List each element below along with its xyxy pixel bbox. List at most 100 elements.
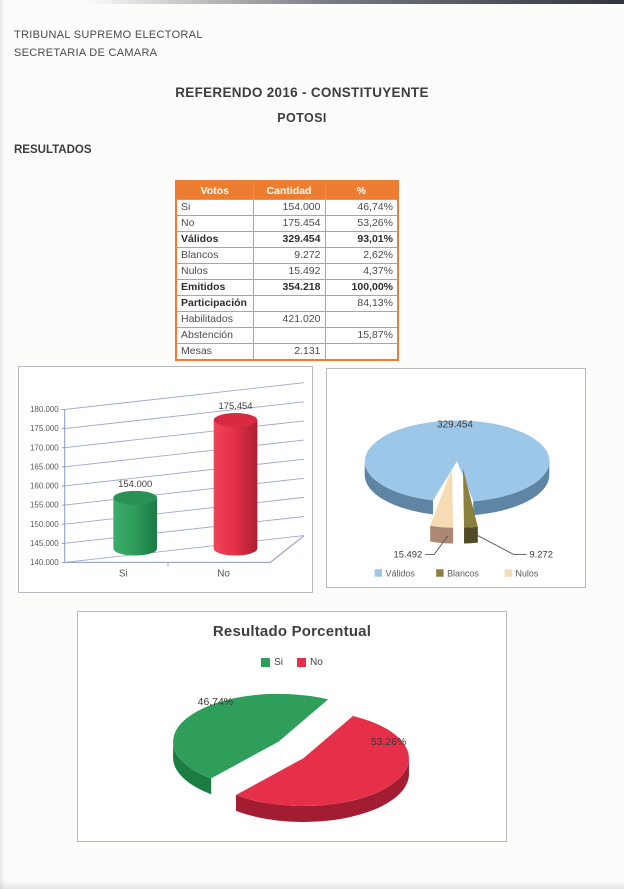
cell-pct: 100,00% <box>324 279 399 296</box>
bar-cylinder-si-body <box>113 497 158 556</box>
pie-slice-nulos-top <box>430 468 454 528</box>
pie-label-nulos: 15.492 <box>393 548 422 559</box>
y-tick-label: 155.000 <box>30 501 59 510</box>
pie-label-validos: 329.454 <box>437 419 473 430</box>
cell-pct: 84,13% <box>324 295 399 312</box>
cell-cantidad: 329.454 <box>252 231 326 248</box>
cell-cantidad: 15.492 <box>252 263 326 280</box>
y-tick-label: 180.000 <box>30 405 59 414</box>
table-row: Si 154.000 46,74% <box>175 199 399 216</box>
cell-cantidad <box>252 327 326 344</box>
pie-label-blancos: 9.272 <box>529 548 553 559</box>
cell-label: Mesas <box>175 343 254 361</box>
bar-value-label: 175.454 <box>218 400 252 411</box>
pie-slice-si-top <box>173 693 329 779</box>
legend-label-si: Si <box>274 657 284 668</box>
table-row: Blancos 9.272 2,62% <box>175 247 399 264</box>
table-row: Nulos 15.492 4,37% <box>175 263 399 280</box>
x-category-label: Si <box>119 568 128 579</box>
leader-line-nulos <box>425 535 449 555</box>
cell-cantidad: 2.131 <box>252 343 326 361</box>
leader-line-blancos <box>477 535 527 555</box>
col-header-pct: % <box>324 180 399 200</box>
pie-slice-no-top <box>235 716 409 807</box>
cell-pct: 4,37% <box>324 263 399 280</box>
bar-cylinder-si-top <box>113 490 158 505</box>
legend-swatch-no <box>297 658 307 667</box>
cell-pct: 53,26% <box>324 215 399 232</box>
col-header-votos: Votos <box>175 180 254 200</box>
percent-pie-legend: Si No <box>78 657 506 668</box>
gridline <box>64 516 305 544</box>
x-category-label: No <box>217 568 230 579</box>
table-row: Abstención 15,87% <box>175 327 399 344</box>
org-dept: SECRETARIA DE CAMARA <box>14 47 158 59</box>
pie-label-si: 46,74% <box>198 697 233 708</box>
pie-slice-blancos-top <box>462 468 478 528</box>
cell-pct <box>324 343 399 361</box>
bar-chart-svg: 140.000 145.000 150.000 155.000 160.000 165.0… <box>30 382 305 579</box>
y-tick-label: 160.000 <box>30 482 59 491</box>
cell-pct <box>324 311 399 328</box>
legend-label-no: No <box>310 657 323 668</box>
cell-cantidad <box>252 295 326 312</box>
pie-slice-validos-side <box>473 461 550 516</box>
legend-label-blancos: Blancos <box>447 569 479 579</box>
cell-cantidad: 421.020 <box>252 311 326 328</box>
floor-right-edge <box>269 535 305 563</box>
scan-edge-bottom-artifact <box>0 880 624 889</box>
pie-slice-nulos-side <box>430 525 454 544</box>
page-title: REFERENDO 2016 - CONSTITUYENTE <box>175 85 429 100</box>
legend-swatch-válidos <box>374 569 383 577</box>
legend-item-no: No <box>297 657 323 668</box>
scan-edge-top-artifact <box>85 0 624 4</box>
bar-cylinder-no-body <box>213 419 258 556</box>
cell-label: Válidos <box>175 231 254 248</box>
cell-pct: 15,87% <box>324 327 399 344</box>
cell-cantidad: 9.272 <box>252 247 326 264</box>
cell-label: Participación <box>175 295 254 312</box>
legend-swatch-nulos <box>504 569 513 577</box>
results-table: Votos Cantidad % Si 154.000 46,74% No 175.45… <box>175 180 399 361</box>
results-table-body: Si 154.000 46,74% No 175.454 53,26% Válidos 329… <box>175 199 399 361</box>
gridline <box>64 420 305 449</box>
legend-swatch-si <box>261 658 271 667</box>
percent-pie-title: Resultado Porcentual <box>212 623 372 640</box>
org-header: TRIBUNAL SUPREMO ELECTORAL SECRETARIA DE… <box>14 26 203 62</box>
y-tick-label: 165.000 <box>30 462 59 471</box>
org-name: TRIBUNAL SUPREMO ELECTORAL <box>14 29 203 41</box>
percent-pie-svg: 46,74% 53,26% <box>173 693 409 822</box>
y-tick-label: 145.000 <box>30 539 59 548</box>
results-table-head: Votos Cantidad % <box>175 180 399 200</box>
cell-cantidad: 154.000 <box>252 199 326 216</box>
legend-swatch-blancos <box>436 569 444 577</box>
y-tick-label: 140.000 <box>30 558 59 567</box>
page-subtitle: POTOSI <box>277 111 327 125</box>
bar-value-label: 154.000 <box>118 478 152 489</box>
col-header-cantidad: Cantidad <box>252 180 326 200</box>
cell-label: No <box>175 215 254 232</box>
pie-slice-validos-side <box>364 461 434 515</box>
table-row: Mesas 2.131 <box>175 343 399 361</box>
pie-slice-si-side <box>173 741 212 795</box>
cell-cantidad: 175.454 <box>252 215 326 232</box>
cell-pct: 46,74% <box>324 199 399 216</box>
y-tick-label: 170.000 <box>30 443 59 452</box>
legend-label-válidos: Válidos <box>386 569 416 579</box>
pie-slice-validos-top <box>364 420 550 502</box>
gridline <box>64 382 305 410</box>
pie-label-no: 53,26% <box>371 737 406 748</box>
gridline <box>64 535 305 563</box>
cell-label: Emitidos <box>175 279 254 296</box>
votes-pie-chart-box: 329.454 15.492 9.272 Válidos Blancos Nulos <box>326 368 586 588</box>
gridline <box>64 477 305 506</box>
pie-slice-blancos-side <box>464 526 478 544</box>
cell-pct: 93,01% <box>324 231 399 248</box>
gridline <box>64 401 305 430</box>
cell-label: Si <box>175 199 254 216</box>
scan-edge-left-artifact <box>0 0 5 889</box>
votes-bar-chart-box: 140.000 145.000 150.000 155.000 160.000 165.0… <box>18 366 313 593</box>
section-label: RESULTADOS <box>14 144 92 156</box>
table-row: Habilitados 421.020 <box>175 311 399 328</box>
